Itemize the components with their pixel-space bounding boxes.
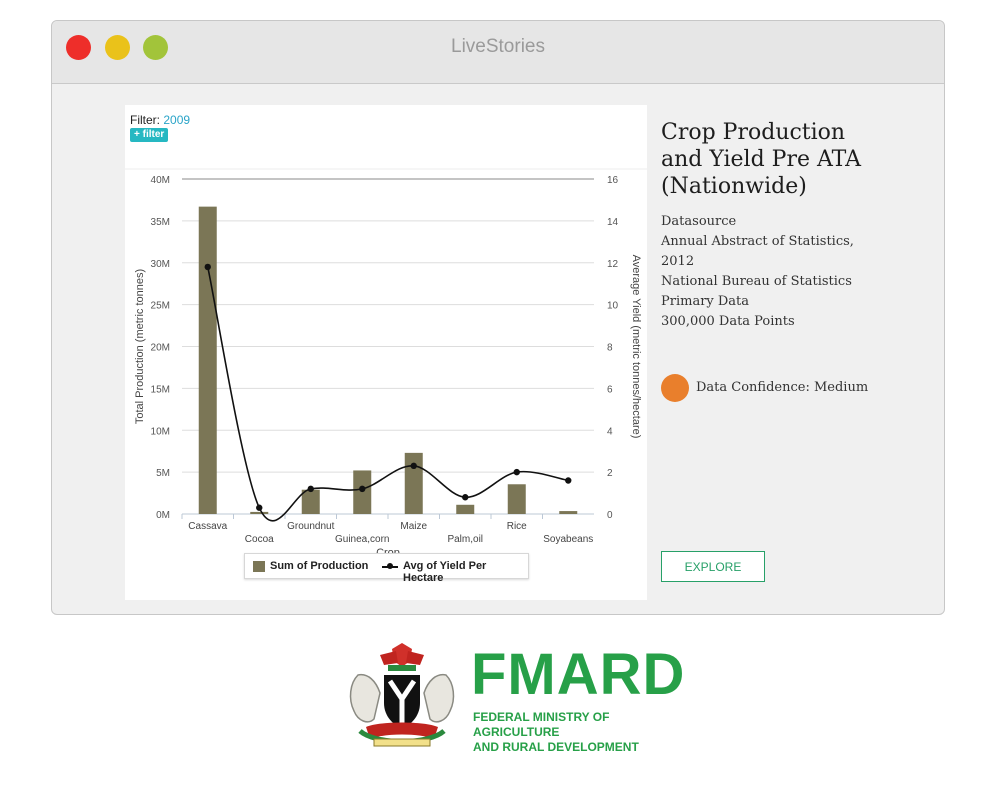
y-tick-label: 35M [151, 217, 170, 228]
yield-point [204, 263, 211, 271]
coat-of-arms-icon [349, 643, 455, 747]
bar-groundnut [301, 489, 320, 514]
legend-item-yield[interactable]: Avg of Yield Per Hectare [403, 560, 487, 584]
x-tick-label: Rice [507, 521, 527, 532]
y-tick-label: 5M [156, 468, 170, 479]
fmard-logo: FMARD FEDERAL MINISTRY OF AGRICULTURE AN… [340, 641, 684, 755]
x-tick-label: Groundnut [287, 521, 334, 532]
logo-line-1: FEDERAL MINISTRY OF AGRICULTURE [473, 710, 610, 739]
x-tick-label: Cocoa [245, 534, 274, 545]
y-tick-label: 25M [151, 301, 170, 312]
yield-point [565, 477, 572, 484]
story-title: Crop Production and Yield Pre ATA (Natio… [661, 120, 862, 199]
legend-item-production[interactable]: Sum of Production [270, 560, 369, 572]
chart-legend: Sum of Production Avg of Yield Per Hecta… [244, 553, 529, 584]
data-points: 300,000 Data Points [661, 314, 795, 329]
minimize-window-button[interactable] [105, 35, 130, 60]
legend-line-dot [387, 563, 393, 569]
datasource-line-1: Annual Abstract of Statistics, 2012 [661, 234, 854, 269]
bar-maize [404, 452, 423, 514]
yield-point [410, 462, 417, 470]
bar-cocoa [250, 511, 269, 514]
close-window-button[interactable] [66, 35, 91, 60]
yield-point [513, 468, 520, 476]
production-yield-chart: 0M 5M 10M 15M 20M 25M 30M 35M 40M 0 2 4 6 8 10 12 14 16 Ca… [125, 168, 647, 559]
confidence-indicator-icon [661, 374, 689, 402]
datasource-line-2: National Bureau of Statistics [661, 274, 852, 289]
y-tick-label: 10M [151, 426, 170, 437]
data-type: Primary Data [661, 294, 750, 309]
logo-line-2: AND RURAL DEVELOPMENT [473, 740, 639, 754]
y-axis-title: Total Production (metric tonnes) [134, 269, 146, 424]
browser-window: LiveStories Filter: 2009 + filter 0M 5M 10… [51, 20, 945, 615]
maximize-window-button[interactable] [143, 35, 168, 60]
explore-button[interactable]: EXPLORE [661, 551, 765, 582]
logo-subtitle: FEDERAL MINISTRY OF AGRICULTURE AND RURA… [473, 710, 680, 755]
datasource-label: Datasource [661, 214, 737, 229]
y2-tick-label: 2 [607, 468, 613, 479]
y2-tick-label: 14 [607, 217, 619, 228]
y2-tick-label: 4 [607, 426, 613, 437]
filter-row: Filter: 2009 [130, 113, 190, 127]
filter-label: Filter: [130, 113, 160, 127]
chart-panel: Filter: 2009 + filter 0M 5M 10M 15M 20M 25M 30… [125, 105, 647, 600]
legend-bar-swatch [253, 561, 265, 572]
bar-palm-oil [456, 504, 475, 514]
title-bar: LiveStories [52, 21, 944, 84]
y2-tick-label: 8 [607, 343, 613, 354]
x-tick-label: Palm,oil [447, 534, 483, 545]
logo-acronym: FMARD [471, 642, 686, 707]
y2-axis-title: Average Yield (metric tonnes/hectare) [630, 255, 642, 439]
x-tick-label: Cassava [188, 521, 227, 532]
y-tick-label: 15M [151, 384, 170, 395]
confidence-label: Data Confidence: Medium [696, 380, 869, 395]
y2-tick-label: 6 [607, 384, 613, 395]
x-tick-label: Maize [400, 521, 427, 532]
bar-rice [507, 484, 526, 514]
y-tick-label: 30M [151, 259, 170, 270]
yield-point [307, 485, 314, 493]
yield-point [256, 504, 263, 511]
yield-point [359, 485, 366, 493]
yield-point [462, 494, 469, 501]
add-filter-button[interactable]: + filter [130, 128, 169, 142]
y2-tick-label: 16 [607, 175, 619, 186]
window-title: LiveStories [451, 36, 545, 57]
y-tick-label: 0M [156, 510, 170, 521]
y-tick-label: 20M [151, 343, 170, 354]
story-meta: Datasource Annual Abstract of Statistics… [661, 212, 891, 332]
y2-tick-label: 10 [607, 301, 619, 312]
filter-value-link[interactable]: 2009 [163, 113, 191, 127]
x-tick-label: Guinea,corn [335, 534, 389, 545]
bar-cassava [198, 206, 217, 514]
bar-guinea-corn [353, 470, 372, 514]
y2-tick-label: 0 [607, 510, 613, 521]
y2-tick-label: 12 [607, 259, 619, 270]
x-tick-label: Soyabeans [543, 534, 593, 545]
story-info: Crop Production and Yield Pre ATA (Natio… [661, 119, 891, 332]
bar-soyabeans [559, 511, 578, 514]
y-tick-label: 40M [151, 175, 170, 186]
